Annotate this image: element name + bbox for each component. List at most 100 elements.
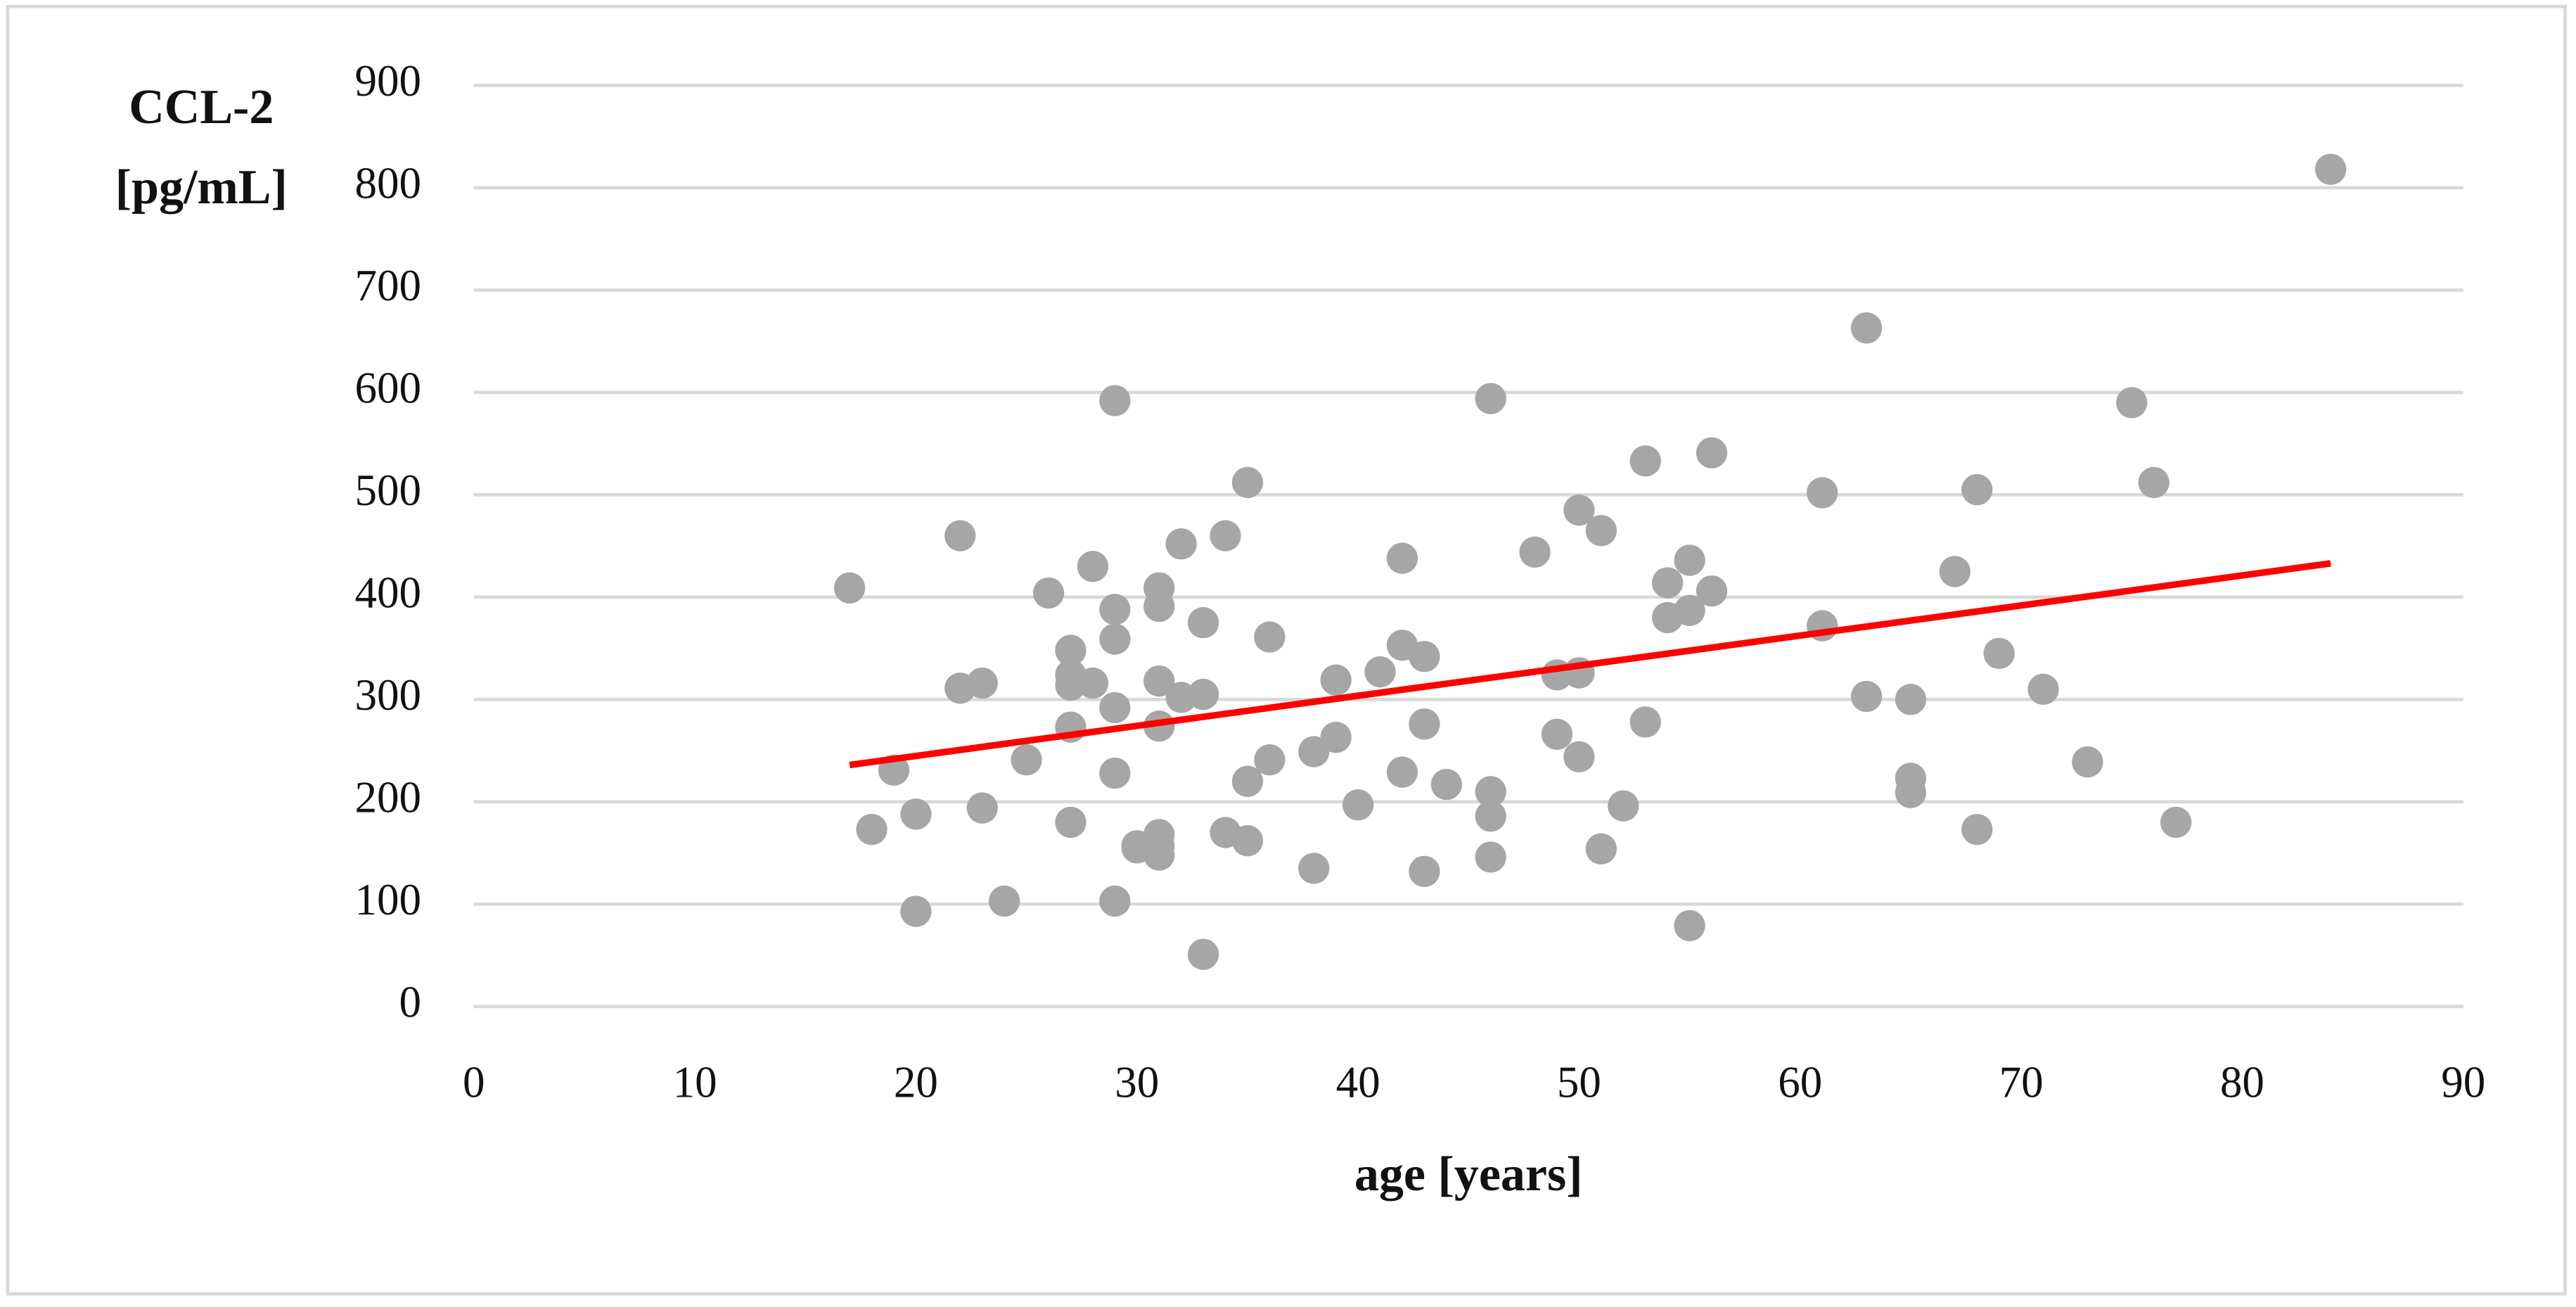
data-point [1099, 757, 1131, 789]
y-tick-label: 900 [355, 56, 422, 106]
data-point [1475, 383, 1506, 414]
data-point [1298, 853, 1330, 884]
data-point [1386, 542, 1418, 574]
data-point [966, 667, 998, 699]
data-point [1563, 741, 1595, 773]
data-point [1983, 637, 2015, 670]
data-point [1099, 594, 1131, 625]
data-point [1895, 684, 1927, 715]
trend-line [849, 560, 2331, 769]
data-point [1850, 312, 1883, 344]
data-point [833, 572, 866, 604]
y-tick-label: 400 [355, 568, 422, 617]
y-tick-label: 300 [355, 670, 422, 720]
x-tick-label: 0 [463, 1058, 485, 1107]
data-point [1187, 938, 1219, 970]
data-point [1696, 575, 1728, 607]
data-point [2027, 673, 2059, 705]
y-axis-title: [pg/mL] [115, 160, 288, 215]
y-tick-label: 500 [355, 466, 422, 515]
data-point [900, 895, 932, 927]
data-point [2138, 466, 2170, 499]
x-tick-label: 50 [1557, 1058, 1601, 1107]
data-point [1320, 722, 1352, 753]
data-point [1895, 777, 1927, 808]
data-point [1629, 706, 1661, 738]
data-point [856, 813, 887, 846]
data-point [1055, 806, 1087, 839]
data-point [1585, 833, 1617, 865]
x-tick-label: 80 [2220, 1058, 2264, 1107]
data-point [1674, 594, 1705, 626]
data-point [1409, 708, 1440, 740]
data-point [1386, 756, 1418, 788]
data-point [1519, 536, 1551, 568]
data-point [1475, 801, 1506, 832]
data-point [1850, 680, 1883, 713]
data-point [1143, 590, 1175, 623]
data-point [1187, 607, 1219, 639]
y-tick-label: 200 [355, 772, 422, 822]
data-point [2072, 746, 2103, 778]
data-point [1342, 789, 1374, 821]
data-point [1254, 744, 1286, 776]
x-tick-label: 40 [1336, 1058, 1380, 1107]
data-point [1320, 664, 1352, 696]
y-tick-label: 700 [355, 261, 422, 310]
data-point [1651, 567, 1684, 599]
x-tick-label: 70 [1999, 1058, 2044, 1107]
y-tick-label: 600 [355, 363, 422, 412]
data-point [1563, 495, 1595, 526]
data-point [1099, 885, 1131, 917]
data-point [966, 792, 998, 824]
data-point [1231, 466, 1264, 499]
data-point [1165, 528, 1197, 560]
x-tick-label: 10 [673, 1058, 717, 1107]
chart-border [6, 5, 2567, 1296]
data-point [988, 885, 1020, 917]
data-point [1055, 635, 1087, 666]
data-point [1807, 477, 1838, 509]
data-point [1187, 678, 1219, 710]
data-point [1099, 623, 1131, 655]
data-point [1585, 515, 1617, 547]
data-point [1674, 544, 1705, 576]
data-point [1011, 744, 1042, 776]
data-point [1099, 385, 1131, 416]
y-axis-title: CCL-2 [129, 80, 274, 134]
data-point [2116, 387, 2148, 419]
data-point [1143, 665, 1175, 697]
x-tick-label: 20 [894, 1058, 938, 1107]
y-tick-label: 100 [355, 875, 422, 924]
data-point [1231, 824, 1264, 857]
data-point [1629, 445, 1661, 477]
data-point [1475, 841, 1506, 873]
data-point [1430, 768, 1462, 801]
data-point [1364, 656, 1396, 688]
data-point [1231, 765, 1264, 797]
data-point [1032, 577, 1065, 609]
data-point [1961, 473, 1993, 506]
y-tick-label: 800 [355, 158, 422, 208]
data-point [1541, 718, 1573, 751]
x-tick-label: 30 [1115, 1058, 1159, 1107]
data-point [944, 520, 976, 552]
data-point [1409, 855, 1440, 887]
x-axis-title: age [years] [1354, 1147, 1583, 1201]
x-tick-label: 60 [1778, 1058, 1822, 1107]
data-point [1143, 839, 1175, 871]
y-tick-label: 0 [399, 977, 422, 1026]
data-point [1674, 910, 1705, 942]
data-point [1939, 556, 1971, 587]
data-point [1077, 667, 1109, 699]
data-point [900, 798, 932, 830]
data-point [2160, 806, 2192, 839]
x-tick-label: 90 [2441, 1058, 2485, 1107]
data-point [1298, 736, 1330, 767]
data-point [1077, 551, 1109, 582]
data-point [1696, 437, 1728, 468]
data-point [1961, 813, 1993, 846]
data-point [1099, 691, 1131, 724]
data-point [1475, 776, 1506, 808]
